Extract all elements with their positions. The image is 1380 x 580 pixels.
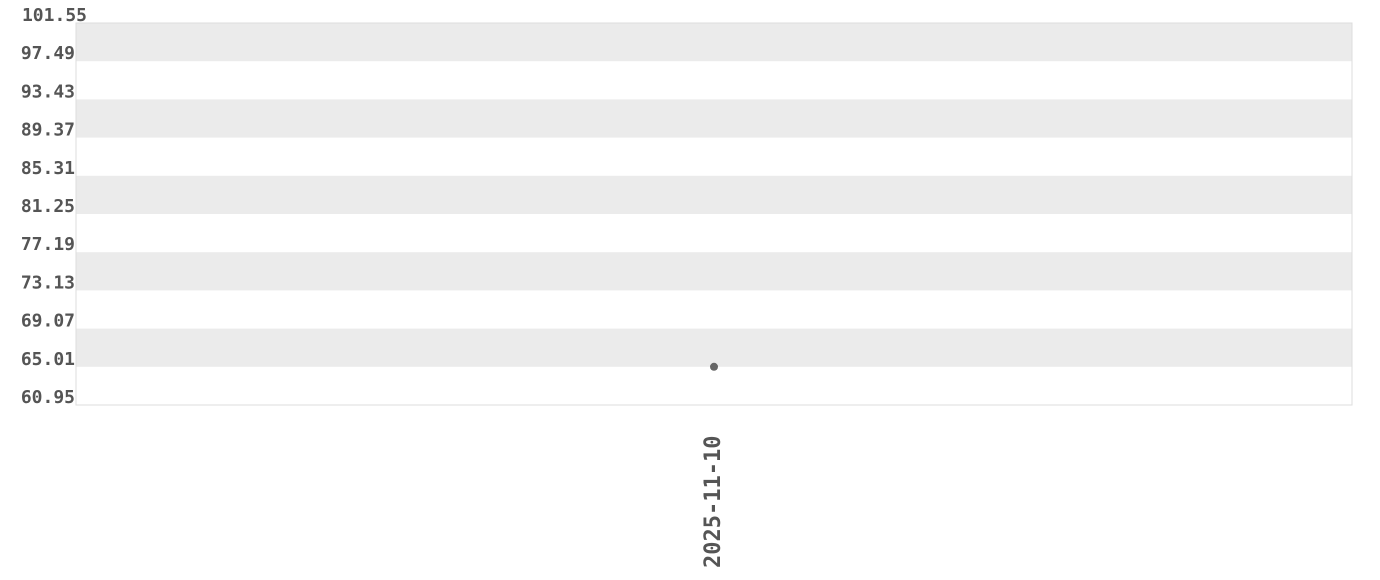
y-tick-label: 93.43: [21, 81, 75, 102]
y-tick-label: 69.07: [21, 311, 75, 332]
data-point[interactable]: [710, 362, 718, 371]
x-axis: 2025-11-10: [701, 436, 726, 568]
grid-band: [76, 23, 1352, 62]
y-tick-label: 60.95: [21, 387, 75, 408]
y-tick-label: 81.25: [21, 196, 75, 217]
y-tick-label: 65.01: [21, 349, 75, 370]
grid-band: [76, 252, 1352, 291]
y-tick-label: 85.31: [21, 158, 75, 179]
y-tick-label: 77.19: [21, 234, 75, 255]
x-tick-label: 2025-11-10: [701, 436, 726, 568]
data-points: [710, 362, 718, 371]
plot-border: [75, 22, 1353, 406]
grid-band: [76, 175, 1352, 214]
grid-band: [76, 99, 1352, 138]
y-axis: 101.55 97.49 93.43 89.37 85.31 81.25 77.19 73.1…: [21, 5, 87, 408]
y-tick-label: 89.37: [21, 120, 75, 141]
y-tick-label: 73.13: [21, 272, 75, 293]
y-tick-label: 97.49: [21, 43, 75, 64]
grid-band: [76, 328, 1352, 367]
y-tick-label: 101.55: [22, 5, 87, 26]
grid-bands: [76, 23, 1352, 367]
